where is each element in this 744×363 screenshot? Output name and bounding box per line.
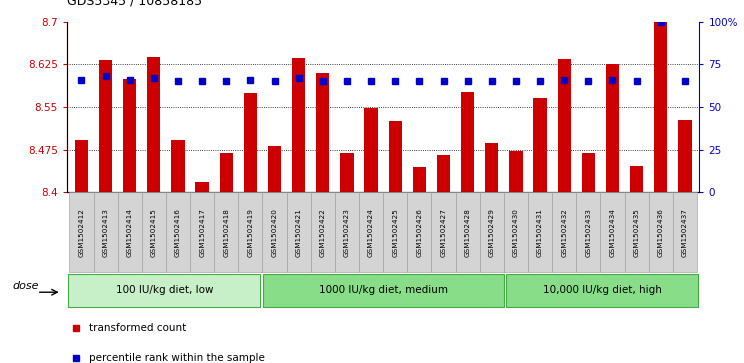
Bar bbox=[407, 192, 432, 272]
Text: GSM1502424: GSM1502424 bbox=[368, 208, 374, 257]
Bar bbox=[196, 182, 209, 192]
Text: GSM1502431: GSM1502431 bbox=[537, 208, 543, 257]
Bar bbox=[123, 79, 136, 192]
Text: 100 IU/kg diet, low: 100 IU/kg diet, low bbox=[115, 285, 213, 295]
Bar bbox=[480, 192, 504, 272]
Text: GSM1502418: GSM1502418 bbox=[223, 208, 229, 257]
FancyBboxPatch shape bbox=[506, 274, 698, 307]
Bar bbox=[624, 192, 649, 272]
Text: GSM1502414: GSM1502414 bbox=[126, 208, 132, 257]
Text: GSM1502423: GSM1502423 bbox=[344, 208, 350, 257]
Bar bbox=[268, 146, 281, 192]
Text: GSM1502437: GSM1502437 bbox=[682, 208, 688, 257]
Bar bbox=[630, 166, 644, 192]
Text: GSM1502433: GSM1502433 bbox=[586, 208, 591, 257]
Text: dose: dose bbox=[12, 281, 39, 291]
Text: GSM1502425: GSM1502425 bbox=[392, 208, 398, 257]
Text: GSM1502417: GSM1502417 bbox=[199, 208, 205, 257]
Bar bbox=[510, 151, 522, 192]
Text: transformed count: transformed count bbox=[89, 323, 186, 333]
Bar bbox=[533, 98, 547, 192]
Bar bbox=[316, 73, 330, 192]
Bar bbox=[94, 192, 118, 272]
Text: GSM1502413: GSM1502413 bbox=[103, 208, 109, 257]
Text: GSM1502435: GSM1502435 bbox=[634, 208, 640, 257]
Text: GSM1502436: GSM1502436 bbox=[658, 208, 664, 257]
Text: GSM1502427: GSM1502427 bbox=[440, 208, 446, 257]
Bar bbox=[263, 192, 286, 272]
Bar bbox=[432, 192, 455, 272]
Bar bbox=[673, 192, 697, 272]
Bar bbox=[557, 59, 571, 192]
Bar bbox=[214, 192, 238, 272]
Bar bbox=[654, 22, 667, 192]
Text: 10,000 IU/kg diet, high: 10,000 IU/kg diet, high bbox=[542, 285, 661, 295]
Bar bbox=[99, 61, 112, 192]
Text: GSM1502426: GSM1502426 bbox=[417, 208, 423, 257]
Bar bbox=[311, 192, 335, 272]
FancyBboxPatch shape bbox=[263, 274, 504, 307]
Text: GSM1502421: GSM1502421 bbox=[295, 208, 301, 257]
Text: GSM1502412: GSM1502412 bbox=[78, 208, 84, 257]
Bar bbox=[528, 192, 552, 272]
Text: GSM1502422: GSM1502422 bbox=[320, 208, 326, 257]
Bar bbox=[383, 192, 407, 272]
Bar bbox=[649, 192, 673, 272]
FancyBboxPatch shape bbox=[68, 274, 260, 307]
Bar bbox=[606, 64, 619, 192]
Bar bbox=[577, 192, 600, 272]
Bar bbox=[437, 155, 450, 192]
Bar bbox=[244, 93, 257, 192]
Text: 1000 IU/kg diet, medium: 1000 IU/kg diet, medium bbox=[318, 285, 448, 295]
Text: GSM1502420: GSM1502420 bbox=[272, 208, 278, 257]
Bar bbox=[340, 152, 353, 192]
Bar bbox=[455, 192, 480, 272]
Bar bbox=[171, 140, 185, 192]
Bar bbox=[166, 192, 190, 272]
Bar bbox=[292, 58, 305, 192]
Text: GSM1502430: GSM1502430 bbox=[513, 208, 519, 257]
Text: percentile rank within the sample: percentile rank within the sample bbox=[89, 352, 265, 363]
Text: GDS5345 / 10858185: GDS5345 / 10858185 bbox=[67, 0, 202, 7]
Bar bbox=[582, 152, 595, 192]
Bar bbox=[118, 192, 142, 272]
Bar bbox=[238, 192, 263, 272]
Bar bbox=[365, 108, 378, 192]
Bar bbox=[142, 192, 166, 272]
Text: GSM1502428: GSM1502428 bbox=[465, 208, 471, 257]
Bar bbox=[679, 119, 691, 192]
Bar bbox=[485, 143, 498, 192]
Bar bbox=[147, 57, 161, 192]
Bar bbox=[190, 192, 214, 272]
Bar bbox=[388, 121, 402, 192]
Bar bbox=[504, 192, 528, 272]
Bar bbox=[335, 192, 359, 272]
Text: GSM1502416: GSM1502416 bbox=[175, 208, 181, 257]
Text: GSM1502432: GSM1502432 bbox=[561, 208, 567, 257]
Bar bbox=[461, 92, 474, 192]
Bar bbox=[600, 192, 624, 272]
Bar bbox=[413, 167, 426, 192]
Text: GSM1502419: GSM1502419 bbox=[248, 208, 254, 257]
Bar bbox=[219, 152, 233, 192]
Text: GSM1502415: GSM1502415 bbox=[151, 208, 157, 257]
Text: GSM1502429: GSM1502429 bbox=[489, 208, 495, 257]
Bar bbox=[286, 192, 311, 272]
Bar bbox=[359, 192, 383, 272]
Text: GSM1502434: GSM1502434 bbox=[609, 208, 615, 257]
Bar bbox=[552, 192, 577, 272]
Bar bbox=[75, 140, 88, 192]
Bar bbox=[69, 192, 94, 272]
